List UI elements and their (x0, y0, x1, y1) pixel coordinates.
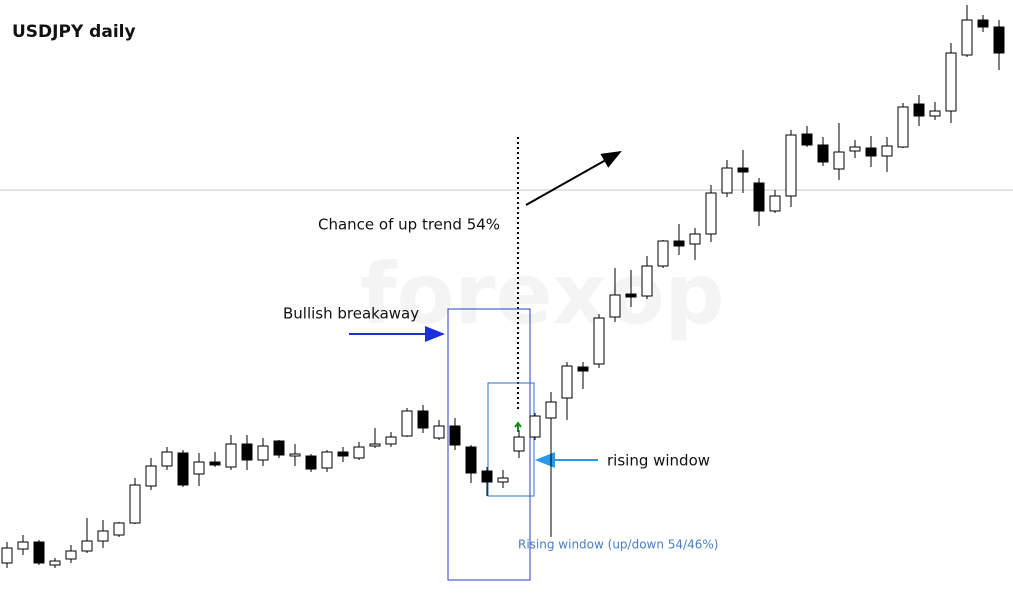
candle-body (17, 541, 29, 550)
annotation: rising window (607, 452, 710, 470)
candle-body (145, 465, 157, 487)
candle-body (865, 147, 877, 157)
candle-body (913, 103, 925, 117)
candle-body (401, 410, 413, 437)
candle-body (737, 167, 749, 173)
candle-body (33, 541, 45, 564)
candle-body (193, 461, 205, 475)
signal-arrow (514, 421, 522, 432)
candle-body (369, 443, 381, 447)
candle-body (657, 240, 669, 267)
candle-body (721, 167, 733, 194)
candle-body (433, 425, 445, 439)
candle-body (833, 151, 845, 170)
candle-body (465, 446, 477, 474)
annotation: Rising window (up/down 54/46%) (518, 538, 718, 552)
candle-body (769, 195, 781, 212)
candle-body (177, 452, 189, 486)
candle-body (689, 233, 701, 245)
watermark: forexop (360, 245, 725, 343)
candle-body (417, 410, 429, 429)
candle-body (881, 145, 893, 157)
candle-body (513, 436, 525, 452)
candle-body (97, 530, 109, 542)
candle-body (961, 19, 973, 56)
candle-body (449, 425, 461, 446)
window-box (487, 382, 535, 497)
candle-body (113, 522, 125, 536)
candle-body (577, 366, 589, 372)
chart-title: USDJPY daily (12, 22, 136, 42)
candle-body (289, 453, 301, 457)
candle-body (801, 133, 813, 146)
candle-body (529, 415, 541, 438)
annotation: Bullish breakaway (283, 305, 419, 323)
candle-body (945, 52, 957, 112)
breakaway-box (447, 308, 531, 581)
candle-body (929, 110, 941, 117)
candle-body (273, 440, 285, 456)
candles (1, 5, 1005, 568)
candle-body (897, 106, 909, 148)
candle-body (161, 451, 173, 467)
candle-body (849, 146, 861, 152)
trend-arrow (525, 151, 622, 206)
candle-body (353, 446, 365, 459)
candle-body (209, 461, 221, 466)
candle-body (625, 293, 637, 298)
candle-body (337, 451, 349, 457)
candle-body (977, 19, 989, 28)
candle-body (545, 401, 557, 419)
candle-body (753, 182, 765, 212)
candle-body (705, 192, 717, 235)
candle-body (225, 443, 237, 468)
candle-body (817, 144, 829, 163)
candle-body (1, 547, 13, 564)
candle-body (305, 455, 317, 470)
candle-body (641, 265, 653, 297)
candle-body (593, 317, 605, 365)
candle-body (49, 560, 61, 566)
candle-body (81, 540, 93, 552)
annotation: Chance of up trend 54% (318, 216, 500, 234)
candle-body (385, 436, 397, 445)
candle-body (497, 477, 509, 483)
candle-body (609, 294, 621, 318)
candle-body (785, 134, 797, 197)
candle-body (673, 240, 685, 247)
candle-body (321, 451, 333, 469)
candle-body (241, 443, 253, 461)
candle-body (65, 550, 77, 560)
candle-body (257, 445, 269, 461)
candle-body (561, 365, 573, 399)
candle-body (129, 484, 141, 524)
candle-body (481, 470, 493, 483)
candle-body (993, 26, 1005, 54)
